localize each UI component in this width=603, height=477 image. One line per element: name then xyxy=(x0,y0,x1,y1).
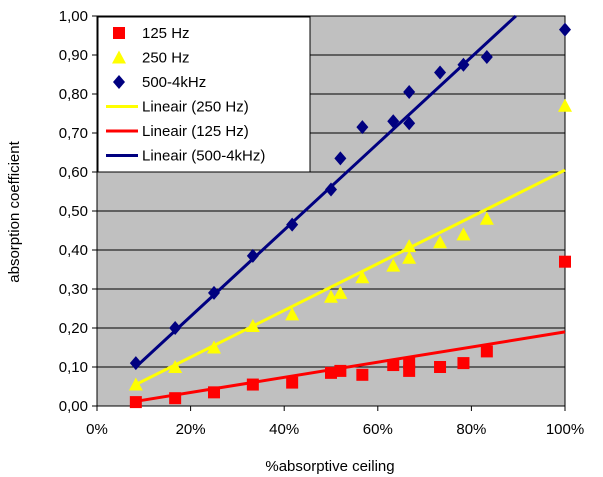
data-point xyxy=(325,182,337,197)
data-point xyxy=(207,340,221,354)
y-tick-label: 0,00 xyxy=(59,398,88,415)
x-tick-label: 40% xyxy=(269,421,299,438)
data-point xyxy=(403,357,416,370)
data-point xyxy=(402,250,417,264)
y-tick-label: 0,70 xyxy=(59,125,88,142)
data-point xyxy=(387,114,400,129)
x-tick-label: 60% xyxy=(363,421,393,438)
data-point xyxy=(355,270,370,284)
data-point xyxy=(386,258,401,272)
data-point xyxy=(208,285,220,300)
data-point xyxy=(457,357,470,370)
legend: 125 Hz 250 Hz 500-4kHz Lineair (250 Hz) Line… xyxy=(97,16,311,173)
y-tick-label: 0,50 xyxy=(59,203,88,220)
y-tick-label: 0,10 xyxy=(59,359,88,376)
data-point xyxy=(246,248,259,263)
data-point xyxy=(479,211,494,225)
x-tick-label: 20% xyxy=(176,421,206,438)
data-point xyxy=(324,289,338,303)
y-tick-label: 0,20 xyxy=(59,320,88,337)
data-point xyxy=(559,255,571,268)
data-point xyxy=(457,57,470,72)
y-tick-label: 0,40 xyxy=(59,242,88,259)
data-point xyxy=(128,377,143,391)
x-tick-label: 100% xyxy=(546,421,584,438)
x-tick-label: 80% xyxy=(456,421,486,438)
legend-marker xyxy=(113,27,125,39)
data-point xyxy=(285,307,300,321)
data-point xyxy=(403,85,416,100)
trendline xyxy=(135,168,566,386)
data-point xyxy=(480,49,493,64)
legend-marker xyxy=(113,75,125,89)
y-tick-label: 1,00 xyxy=(59,8,88,25)
legend-label: 250 Hz xyxy=(142,50,190,67)
data-point xyxy=(480,345,493,358)
data-point xyxy=(356,120,369,135)
legend-label: 125 Hz xyxy=(142,25,190,42)
trendline xyxy=(134,14,517,369)
y-tick-label: 0,30 xyxy=(59,281,88,298)
data-point xyxy=(246,378,259,391)
data-point xyxy=(325,366,337,379)
legend-marker xyxy=(112,50,126,64)
data-point xyxy=(286,217,299,232)
axes: 0,00 0,10 0,20 0,30 0,40 0,50 0,60 0,70 0,80 0,90… xyxy=(59,8,584,438)
data-point xyxy=(129,396,142,409)
data-point xyxy=(559,22,571,37)
data-point xyxy=(129,356,142,371)
x-axis-label: %absorptive ceiling xyxy=(265,458,394,475)
data-point xyxy=(333,285,348,299)
data-point xyxy=(434,65,447,80)
legend-label: Lineair (250 Hz) xyxy=(142,99,249,116)
y-tick-label: 0,90 xyxy=(59,47,88,64)
data-point xyxy=(356,368,369,381)
data-point xyxy=(334,364,347,377)
y-tick-label: 0,80 xyxy=(59,86,88,103)
data-point xyxy=(334,151,347,166)
x-tick-label: 0% xyxy=(86,421,108,438)
legend-label: 500-4kHz xyxy=(142,74,206,91)
legend-label: Lineair (500-4kHz) xyxy=(142,148,265,165)
data-point xyxy=(168,360,183,373)
legend-box xyxy=(97,16,311,173)
data-point xyxy=(558,98,572,112)
data-point xyxy=(402,239,417,253)
y-axis-label: absorption coefficient xyxy=(6,140,23,282)
data-point xyxy=(169,321,182,335)
data-point xyxy=(456,227,471,241)
data-point xyxy=(245,319,260,333)
data-point xyxy=(286,376,299,389)
data-point xyxy=(387,359,400,372)
data-point xyxy=(403,116,416,131)
data-point xyxy=(208,386,220,399)
trendline xyxy=(135,330,566,403)
trendlines xyxy=(134,14,566,403)
y-tick-label: 0,60 xyxy=(59,164,88,181)
data-point xyxy=(169,392,182,405)
data-points xyxy=(128,22,572,409)
data-point xyxy=(434,361,447,373)
legend-label: Lineair (125 Hz) xyxy=(142,123,249,140)
data-point xyxy=(433,235,448,249)
